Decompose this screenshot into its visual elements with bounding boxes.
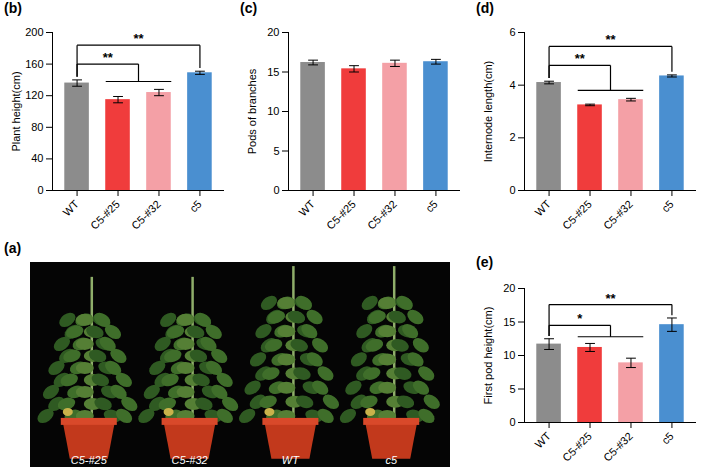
- svg-text:C5-#25: C5-#25: [71, 454, 108, 466]
- svg-text:**: **: [605, 32, 616, 47]
- svg-text:15: 15: [503, 316, 515, 328]
- svg-text:**: **: [103, 50, 114, 65]
- html-text:(e): (e): [476, 254, 494, 270]
- svg-text:**: **: [605, 291, 616, 306]
- svg-text:WT: WT: [60, 198, 81, 219]
- svg-text:C5-#32: C5-#32: [129, 198, 163, 232]
- svg-text:C5-#32: C5-#32: [365, 198, 399, 232]
- svg-text:6: 6: [509, 26, 515, 38]
- svg-text:0: 0: [273, 184, 279, 196]
- svg-text:c5: c5: [423, 198, 440, 215]
- svg-text:0: 0: [509, 184, 515, 196]
- svg-text:20: 20: [503, 282, 515, 294]
- svg-text:C5-#25: C5-#25: [560, 198, 594, 232]
- svg-text:160: 160: [25, 58, 43, 70]
- svg-text:First pod height(cm): First pod height(cm): [482, 307, 494, 405]
- svg-text:WT: WT: [296, 198, 317, 219]
- svg-text:c5: c5: [187, 198, 204, 215]
- svg-text:80: 80: [31, 121, 43, 133]
- svg-text:*: *: [577, 311, 583, 326]
- svg-text:10: 10: [503, 349, 515, 361]
- svg-text:Plant height(cm): Plant height(cm): [10, 71, 22, 151]
- svg-text:120: 120: [25, 89, 43, 101]
- svg-text:**: **: [133, 31, 144, 46]
- html-text:(a): (a): [4, 240, 22, 256]
- svg-text:WT: WT: [282, 454, 300, 466]
- svg-text:C5-#25: C5-#25: [88, 198, 122, 232]
- svg-text:0: 0: [37, 184, 43, 196]
- svg-text:15: 15: [267, 66, 279, 78]
- svg-text:c5: c5: [659, 430, 676, 447]
- svg-text:2: 2: [509, 131, 515, 143]
- svg-text:200: 200: [25, 26, 43, 38]
- svg-text:5: 5: [273, 145, 279, 157]
- svg-text:Pods of branches: Pods of branches: [246, 68, 258, 154]
- svg-text:c5: c5: [385, 454, 398, 466]
- svg-text:Internode length(cm): Internode length(cm): [482, 61, 494, 163]
- svg-text:40: 40: [31, 152, 43, 164]
- html-text:(d): (d): [476, 0, 494, 16]
- svg-text:C5-#25: C5-#25: [560, 430, 594, 464]
- svg-text:C5-#32: C5-#32: [601, 198, 635, 232]
- html-text:(c): (c): [240, 0, 258, 16]
- svg-text:C5-#32: C5-#32: [172, 454, 208, 466]
- svg-text:WT: WT: [532, 198, 553, 219]
- svg-text:c5: c5: [659, 198, 676, 215]
- svg-text:4: 4: [509, 79, 515, 91]
- svg-text:**: **: [575, 51, 586, 66]
- svg-text:C5-#25: C5-#25: [324, 198, 358, 232]
- html-text:(b): (b): [4, 0, 22, 16]
- svg-text:WT: WT: [532, 430, 553, 451]
- svg-text:20: 20: [267, 26, 279, 38]
- svg-text:5: 5: [509, 383, 515, 395]
- svg-text:0: 0: [509, 416, 515, 428]
- svg-text:10: 10: [267, 105, 279, 117]
- svg-text:C5-#32: C5-#32: [601, 430, 635, 464]
